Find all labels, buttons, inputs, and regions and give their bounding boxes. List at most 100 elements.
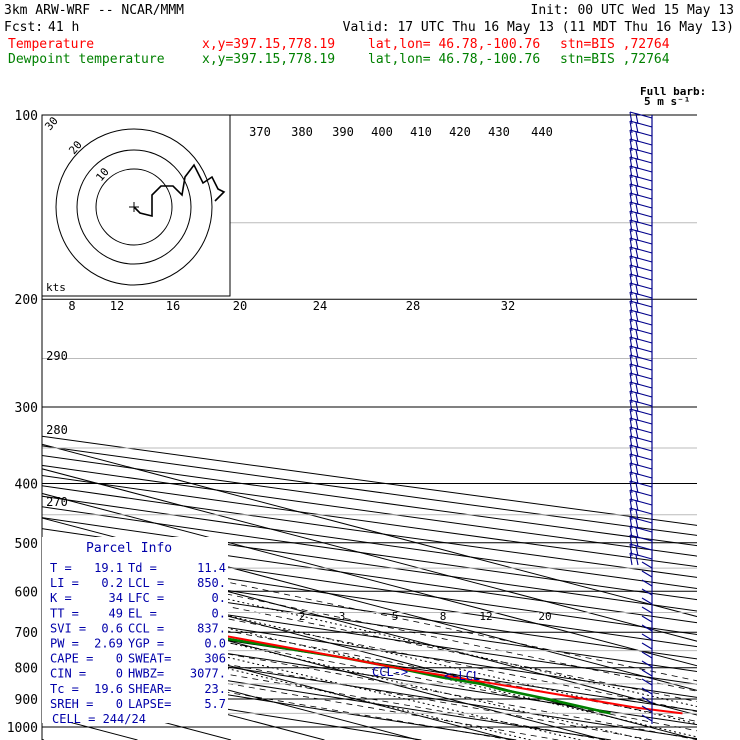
- pressure-tick-label: 600: [15, 585, 38, 600]
- pressure-tick-label: 1000: [7, 721, 38, 736]
- wind-barb: [629, 543, 653, 551]
- parcel-row-value: 0.0: [204, 637, 226, 651]
- wind-barb-flag: [635, 338, 639, 350]
- wind-barb: [629, 390, 653, 398]
- parcel-row-value: 850.: [197, 576, 226, 590]
- parcel-row-value: 0.: [212, 606, 226, 620]
- wind-barb: [641, 561, 653, 569]
- wind-barb: [641, 714, 653, 722]
- wind-barb: [629, 426, 653, 434]
- wind-barb-flag: [635, 383, 639, 395]
- wind-barb: [629, 237, 653, 245]
- parcel-row-label: SREH =: [50, 697, 93, 711]
- hodograph-trace: [133, 163, 226, 218]
- dry-adiabat-line: [42, 528, 697, 624]
- wind-barb-flag: [635, 509, 639, 521]
- wind-barb: [641, 642, 653, 650]
- mixing-ratio-line: [42, 613, 581, 740]
- dry-adiabat-line: [42, 539, 697, 635]
- wind-barb: [629, 309, 653, 317]
- hodograph-ring-10: [95, 168, 173, 246]
- wind-barb: [641, 606, 653, 614]
- pressure-tick-label: 100: [15, 109, 38, 124]
- dry-adiabat-line: [42, 517, 697, 612]
- theta-e-label: 20: [233, 299, 247, 313]
- mixing-ratio-label: 8: [440, 610, 447, 623]
- pressure-tick-label: 800: [15, 662, 38, 677]
- wind-barb: [629, 174, 653, 182]
- theta-label: 420: [449, 125, 471, 139]
- legend-temperature-latlon: lat,lon= 46.78,-100.76: [368, 37, 540, 52]
- wind-barb: [629, 273, 653, 281]
- wind-barb: [629, 345, 653, 353]
- wind-barb-flag: [635, 248, 639, 260]
- mixing-ratio-line: [122, 590, 697, 725]
- dry-adiabat-line: [42, 506, 697, 601]
- wind-barb-flag: [635, 320, 639, 332]
- parcel-row-value: 49: [109, 606, 123, 620]
- wind-barb: [641, 615, 653, 623]
- theta-label: 430: [488, 125, 510, 139]
- parcel-row-label: LFC =: [128, 591, 164, 605]
- wind-barb-flag: [635, 455, 639, 467]
- wind-barb-flag: [635, 464, 639, 476]
- theta-e-label: 24: [313, 299, 327, 313]
- parcel-row-label: EL =: [128, 606, 157, 620]
- parcel-info-panel: Parcel Info CELL = 244/24 T = 19.1 Td = 11.…: [42, 537, 228, 726]
- wind-barb: [629, 408, 653, 416]
- wind-barb: [629, 201, 653, 209]
- wind-barb: [629, 111, 653, 119]
- wind-barb-flag: [635, 230, 639, 242]
- wind-barb: [641, 597, 653, 605]
- axis-labels: 1002003004005006007008009001000-80-70-60…: [7, 109, 553, 736]
- wind-barb: [629, 219, 653, 227]
- theta-label: 440: [531, 125, 553, 139]
- wind-barb-flag: [635, 446, 639, 458]
- wind-barb-flag: [635, 347, 639, 359]
- wind-barb: [629, 129, 653, 137]
- wind-barb: [629, 507, 653, 515]
- hodograph-frame: [41, 114, 231, 297]
- parcel-row-label: LI =: [50, 576, 79, 590]
- parcel-row-label: CAPE =: [50, 652, 93, 666]
- parcel-info-title: Parcel Info: [86, 541, 172, 556]
- wind-barb: [629, 462, 653, 470]
- wind-barb: [641, 570, 653, 578]
- wind-barb-flag: [635, 419, 639, 431]
- parcel-row-label: SWEAT=: [128, 652, 171, 666]
- dry-adiabat-line: [42, 637, 697, 740]
- legend-dewpoint-station: stn=BIS ,72764: [560, 52, 670, 67]
- model-title: 3km ARW-WRF -- NCAR/MMM: [4, 3, 184, 18]
- isotherm-line: [42, 542, 697, 716]
- pressure-tick-label: 400: [15, 477, 38, 492]
- parcel-row-value: 5.7: [204, 697, 226, 711]
- wind-barb-flag: [635, 482, 639, 494]
- wind-barb-flag: [635, 527, 639, 539]
- mixing-ratio-label: 20: [538, 610, 551, 623]
- wind-barb-flag: [635, 122, 639, 134]
- theta-label: 370: [249, 125, 271, 139]
- mixing-ratio-label: 3: [339, 610, 346, 623]
- parcel-row-label: SVI =: [50, 621, 86, 635]
- theta-e-label: 16: [166, 299, 180, 313]
- isotherm-line: [42, 738, 45, 740]
- parcel-info-cell: CELL = 244/24: [52, 712, 146, 726]
- wind-barb-flag: [635, 554, 639, 566]
- wind-barb: [629, 183, 653, 191]
- wind-barb-flag: [635, 158, 639, 170]
- wind-barb-flag: [635, 329, 639, 341]
- wind-barb: [629, 255, 653, 263]
- wind-barb: [629, 444, 653, 452]
- wind-barb-flag: [635, 536, 639, 548]
- mixing-ratio-label: 5: [392, 610, 399, 623]
- hodograph-ring-20: [76, 149, 192, 265]
- parcel-row-value: 837.: [197, 621, 226, 635]
- parcel-row-value: 11.4: [197, 561, 226, 575]
- wind-barb-flag: [635, 275, 639, 287]
- wind-barb-flag: [635, 518, 639, 530]
- wind-barb: [629, 120, 653, 128]
- wind-barb-flag: [635, 365, 639, 377]
- wind-barb: [641, 633, 653, 641]
- wind-barb-flag: [635, 374, 639, 386]
